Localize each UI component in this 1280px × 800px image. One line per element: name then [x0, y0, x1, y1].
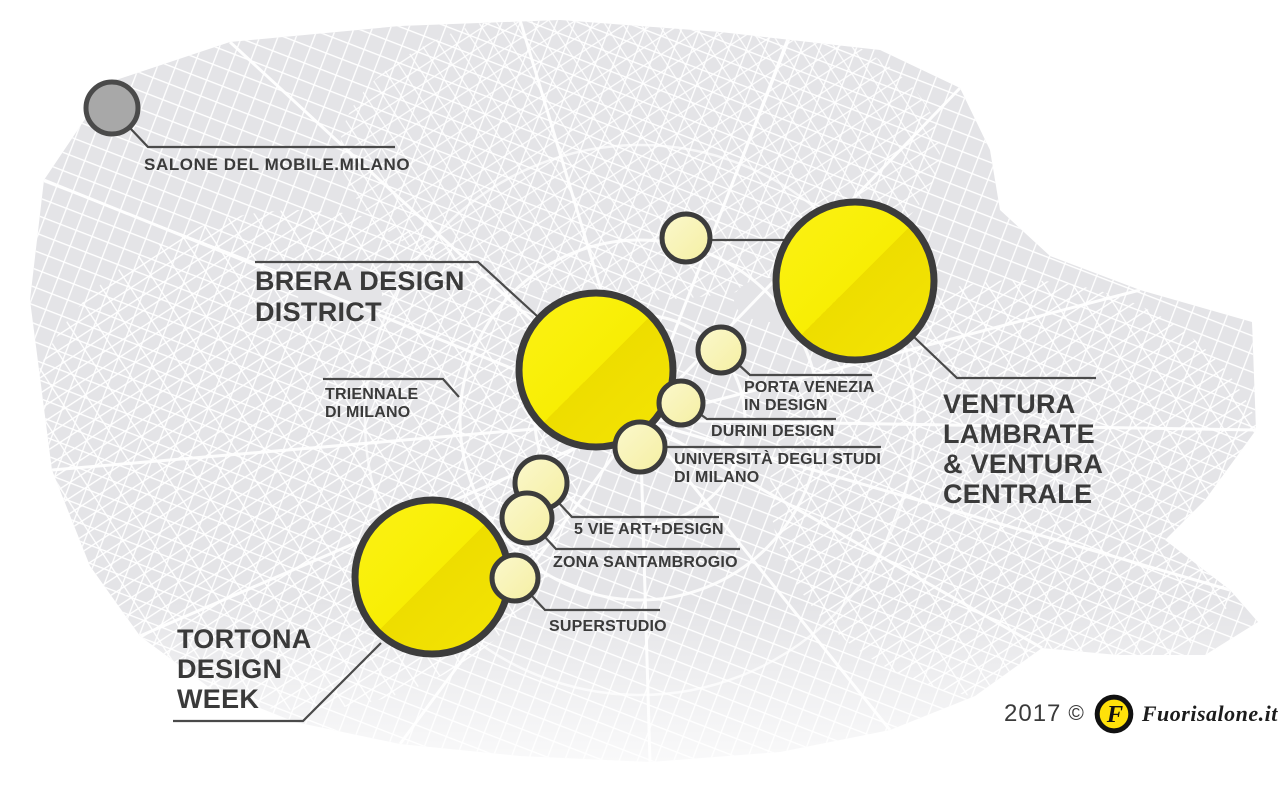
ventura-label-line2: LAMBRATE — [943, 419, 1095, 449]
footer-watermark: 2017 © F Fuorisalone.it ® — [1004, 694, 1280, 734]
district-markers — [83, 79, 938, 658]
footer-year: 2017 — [1004, 700, 1062, 727]
salone-label-line: SALONE DEL MOBILE.MILANO — [144, 155, 411, 174]
durini-design-label: DURINI DESIGN — [711, 423, 835, 441]
porta-venezia-marker[interactable] — [695, 324, 747, 376]
map-bottom-fade — [0, 600, 1280, 800]
leader-line-superstudio — [530, 594, 660, 612]
universita-label-line2: DI MILANO — [674, 468, 760, 486]
superstudio-label: SUPERSTUDIO — [549, 618, 667, 636]
zona-santambrogio-label: ZONA SANTAMBROGIO — [553, 554, 738, 572]
porta-venezia-label-line1: PORTA VENEZIA — [744, 379, 875, 396]
cinque-vie-art-design-label: 5 VIE ART+DESIGN — [574, 521, 724, 539]
tortona-label-line1: TORTONA — [177, 624, 312, 654]
logo-letter: F — [1106, 701, 1123, 728]
porta-venezia-in-design-label: PORTA VENEZIA IN DESIGN — [744, 379, 875, 414]
durini-design-marker[interactable] — [656, 378, 706, 428]
leader-line-brera — [255, 260, 538, 317]
porta-venezia-label-line2: IN DESIGN — [744, 396, 828, 414]
universita-statale-marker[interactable] — [612, 419, 668, 475]
tortona-label-line2: DESIGN — [177, 654, 283, 684]
leader-line-zona-santambrogio — [543, 535, 740, 551]
leader-line-ventura — [913, 336, 1096, 380]
leader-line-tortona — [173, 642, 382, 723]
triennale-label-line2: DI MILANO — [325, 403, 411, 421]
cinque-vie-label-line1: 5 VIE ART+DESIGN — [574, 521, 724, 538]
ventura-lambrate-marker[interactable] — [772, 198, 938, 364]
triennale-label-line1: TRIENNALE — [325, 386, 419, 403]
brera-label-line1: BRERA DESIGN — [255, 266, 465, 296]
durini-label-line1: DURINI DESIGN — [711, 423, 835, 440]
brera-design-district-marker[interactable] — [515, 289, 677, 451]
copyright-symbol: © — [1068, 702, 1084, 725]
ventura-lambrate-centrale-label: VENTURA LAMBRATE & VENTURA CENTRALE — [943, 389, 1103, 509]
brera-label-line2: DISTRICT — [255, 297, 382, 327]
ventura-label-line1: VENTURA — [943, 389, 1076, 419]
zona-santambrogio-marker[interactable] — [499, 490, 555, 546]
leader-line-porta-venezia — [738, 364, 872, 377]
fuorisalone-logo-icon: F — [1094, 694, 1134, 734]
callout-lines — [129, 127, 1096, 723]
ventura-centrale-marker[interactable] — [659, 211, 713, 265]
salone-del-mobile-label: SALONE DEL MOBILE.MILANO — [144, 155, 410, 174]
leader-line-triennale — [323, 377, 460, 398]
superstudio-marker[interactable] — [489, 552, 541, 604]
leader-line-durini — [699, 413, 836, 421]
brera-design-district-label: BRERA DESIGN DISTRICT — [255, 266, 465, 328]
zona-santambrogio-label-line1: ZONA SANTAMBROGIO — [553, 554, 738, 571]
ventura-label-line3: & VENTURA — [943, 449, 1104, 479]
superstudio-label-line1: SUPERSTUDIO — [549, 618, 667, 635]
leader-line-cinque-vie — [557, 501, 719, 519]
triennale-di-milano-label: TRIENNALE DI MILANO — [325, 386, 418, 421]
universita-degli-studi-label: UNIVERSITÀ DEGLI STUDI DI MILANO — [674, 451, 881, 486]
tortona-design-week-label: TORTONA DESIGN WEEK — [177, 624, 312, 714]
tortona-design-week-marker[interactable] — [351, 496, 513, 658]
salone-del-mobile-marker[interactable] — [83, 79, 141, 137]
tortona-label-line3: WEEK — [177, 684, 260, 714]
universita-label-line1: UNIVERSITÀ DEGLI STUDI — [674, 451, 882, 468]
leader-line-salone — [129, 127, 395, 149]
brand-name: Fuorisalone.it — [1141, 701, 1278, 726]
ventura-label-line4: CENTRALE — [943, 479, 1093, 509]
